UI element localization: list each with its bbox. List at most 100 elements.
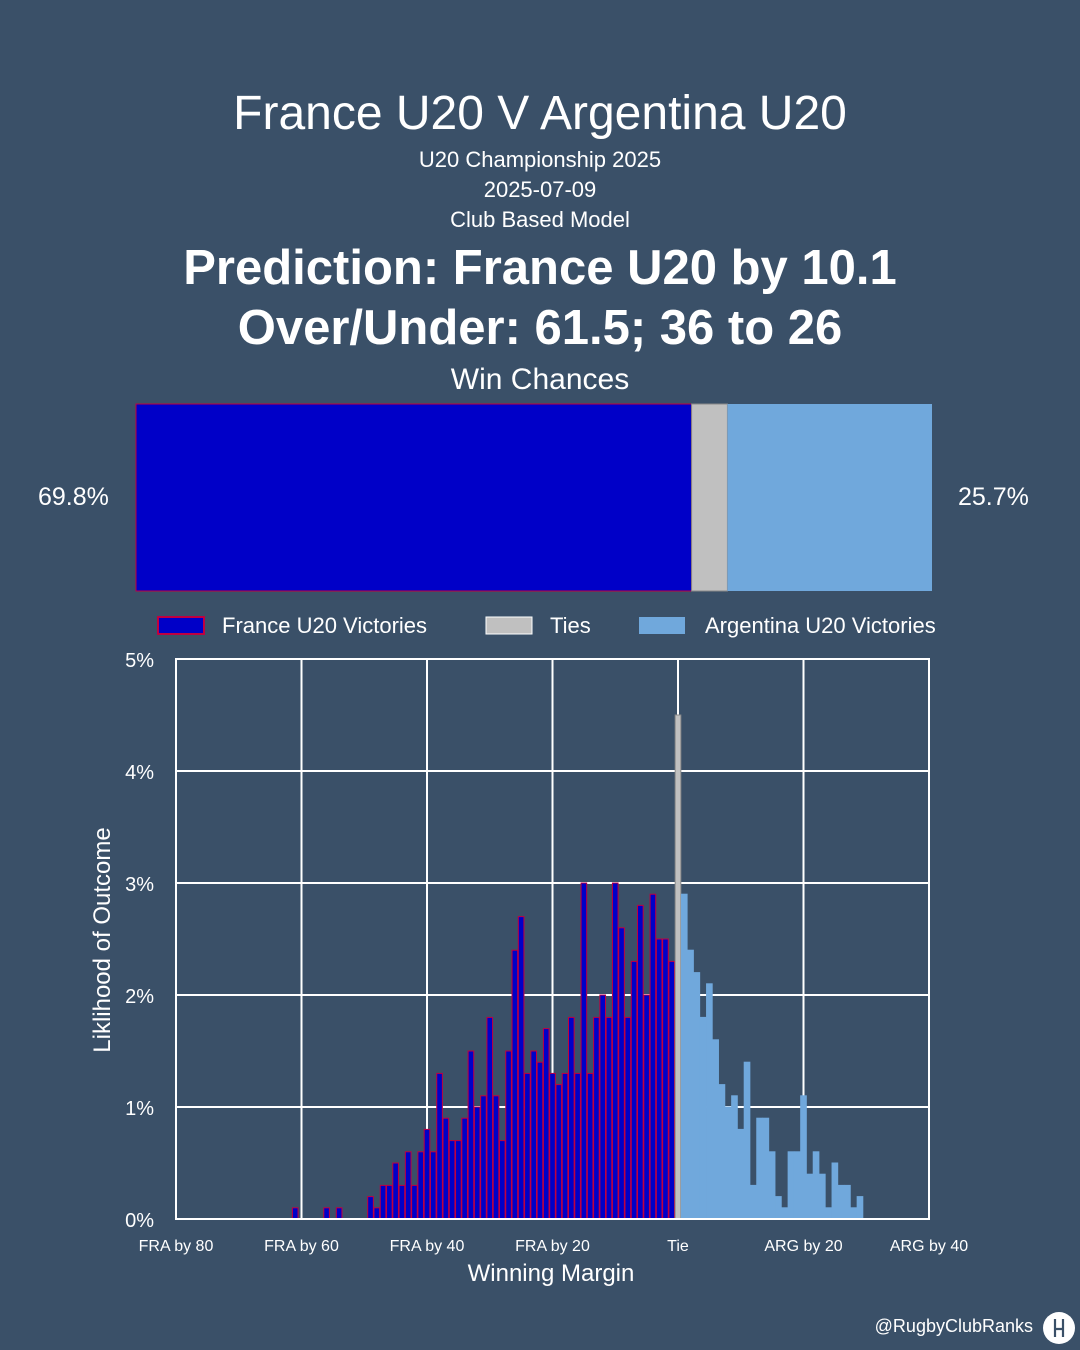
y-tick-label: 5% [125,650,154,672]
competition-subtitle: U20 Championship 2025 [418,147,662,172]
bar-france [486,1016,494,1220]
legend-label-argentina: Argentina U20 Victories [705,613,936,638]
bar-france [524,1072,531,1220]
bar-argentina [712,1039,719,1220]
win-chances-argentina-segment [727,404,932,591]
bar-france [498,1140,506,1220]
bar-argentina [806,1173,814,1220]
bar-france [555,1084,563,1220]
bar-argentina [825,1207,832,1220]
bar-argentina [831,1162,839,1220]
bar-france [599,994,607,1220]
plot-frame [175,658,930,1220]
x-axis-label: Winning Margin [468,1260,635,1287]
bar-france [536,1061,544,1220]
bar-argentina [699,1016,707,1220]
bar-argentina [775,1196,782,1220]
bar-france [517,916,525,1220]
x-tick-label: FRA by 20 [515,1238,590,1255]
credit-handle: @RugbyClubRanks [874,1316,1033,1336]
bar-argentina [756,1117,763,1220]
bar-argentina [743,1061,751,1220]
bar-argentina [781,1207,788,1220]
x-tick-label: ARG by 40 [890,1238,968,1255]
bar-france [461,1117,468,1220]
bar-argentina [856,1196,864,1220]
bar-france [404,1151,412,1220]
prediction-text: Prediction: France U20 by 10.1 [183,241,897,295]
bar-france [568,1016,575,1220]
bar-argentina [718,1084,726,1220]
bar-france [561,1072,569,1220]
bar-france [668,960,676,1220]
x-tick-labels: FRA by 80 FRA by 60 FRA by 40 FRA by 20 Tie A… [139,1238,969,1255]
x-tick-label: Tie [667,1238,689,1255]
bar-france [511,949,519,1220]
bar-france [480,1095,487,1220]
bar-france [392,1162,399,1220]
legend: France U20 Victories Ties Argentina U20 … [157,613,936,638]
x-tick-label: FRA by 60 [264,1238,339,1255]
bar-argentina [768,1151,776,1220]
bar-france [323,1207,330,1220]
bar-france [473,1106,481,1220]
bar-france [574,1072,581,1220]
model-name: Club Based Model [450,207,630,232]
bar-france [398,1184,406,1220]
legend-label-ties: Ties [550,613,591,638]
bar-argentina [737,1128,745,1220]
x-tick-label: FRA by 40 [390,1238,465,1255]
bar-france [662,938,669,1220]
y-tick-label: 3% [125,874,154,896]
bar-argentina [762,1117,770,1220]
bar-france [448,1140,456,1220]
bar-france [467,1050,475,1220]
y-tick-labels: 0% 1% 2% 3% 4% 5% [125,650,154,1232]
bar-argentina [680,893,688,1220]
legend-swatch-ties [485,616,533,635]
win-chances-bar [135,403,932,592]
y-tick-label: 4% [125,762,154,784]
bar-argentina [819,1173,826,1220]
win-chances-title: Win Chances [450,363,630,396]
bar-france [649,893,657,1220]
bar-argentina [793,1151,801,1220]
bar-france [367,1196,374,1220]
bar-tie [674,714,682,1220]
bar-france [379,1184,387,1220]
bar-argentina [800,1095,807,1220]
bar-france [580,882,588,1220]
bar-argentina [787,1151,795,1220]
bar-france [423,1128,431,1220]
chart-title: France U20 V Argentina U20 [233,87,847,140]
bar-argentina [724,1106,732,1220]
bar-argentina [812,1151,820,1220]
bar-france [442,1117,450,1220]
bar-argentina [844,1184,851,1220]
win-chances-france-segment [135,403,693,592]
rugby-posts-logo-icon [1043,1312,1075,1344]
bar-argentina [687,949,694,1220]
bar-argentina [693,972,701,1220]
bar-france [605,1016,613,1220]
margin-bars [291,714,864,1220]
legend-swatch-argentina [639,617,685,634]
bar-france [611,882,619,1220]
bar-argentina [837,1184,845,1220]
y-axis-label: Liklihood of Outcome [89,827,116,1052]
legend-swatch-france [157,616,205,635]
bar-france [624,1016,632,1220]
y-tick-label: 0% [125,1210,154,1232]
bar-argentina [850,1207,858,1220]
bar-france [335,1207,343,1220]
bar-france [417,1151,425,1220]
y-tick-label: 1% [125,1098,154,1120]
x-tick-label: ARG by 20 [764,1238,842,1255]
legend-label-france: France U20 Victories [222,613,427,638]
bar-france [586,1072,594,1220]
x-tick-label: FRA by 80 [139,1238,214,1255]
bar-argentina [706,983,713,1220]
bar-france [429,1151,437,1220]
bar-argentina [749,1184,757,1220]
